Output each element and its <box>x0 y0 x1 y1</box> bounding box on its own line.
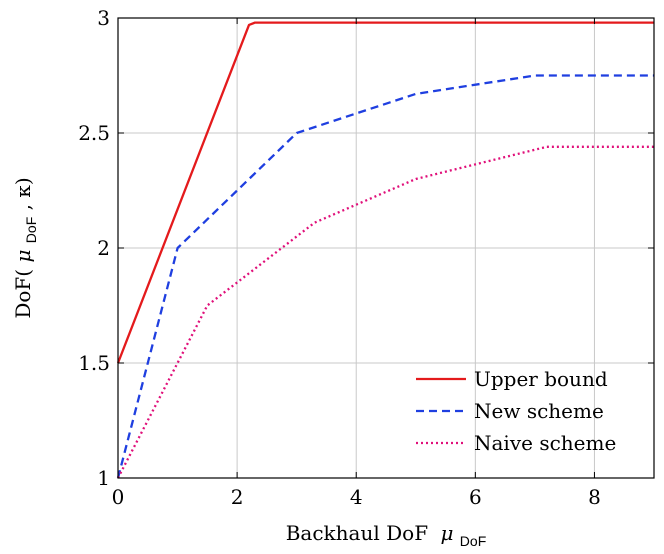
y-axis-label: DoF( μ DoF , κ) <box>11 177 41 318</box>
y-tick-label: 1 <box>97 466 110 490</box>
y-tick-labels: 1 1.5 2 2.5 3 <box>78 6 110 490</box>
series-lines <box>116 21 654 479</box>
series-line-upper-bound <box>116 21 654 364</box>
y-tick-label: 1.5 <box>78 351 110 375</box>
x-tick-label: 2 <box>231 485 244 509</box>
y-tick-label: 2 <box>97 236 110 260</box>
y-tick-label: 3 <box>97 6 110 30</box>
series-line-naive-scheme <box>116 145 654 479</box>
y-axis-label-symbol: μ <box>11 250 35 263</box>
legend: Upper bound New scheme Naive scheme <box>416 367 616 455</box>
y-tick-label: 2.5 <box>78 121 110 145</box>
x-tick-label: 0 <box>112 485 125 509</box>
y-axis-label-prefix: DoF( <box>11 269 35 319</box>
x-axis-label-text: Backhaul DoF <box>286 521 428 545</box>
series-line-new-scheme <box>116 74 654 479</box>
x-axis-label-subscript: DoF <box>460 533 486 549</box>
y-axis-label-subscript: DoF <box>23 217 39 243</box>
legend-label: Upper bound <box>474 367 608 391</box>
x-axis-label-symbol: μ <box>440 521 453 545</box>
x-tick-labels: 0 2 4 6 8 <box>112 485 601 509</box>
legend-label: Naive scheme <box>474 431 616 455</box>
y-axis-label-suffix: , κ) <box>11 177 35 210</box>
x-tick-label: 8 <box>588 485 601 509</box>
legend-label: New scheme <box>474 399 604 423</box>
axis-ticks <box>117 17 654 479</box>
x-tick-label: 4 <box>350 485 363 509</box>
x-axis-label: Backhaul DoF μ DoF <box>286 521 487 549</box>
x-tick-label: 6 <box>469 485 482 509</box>
